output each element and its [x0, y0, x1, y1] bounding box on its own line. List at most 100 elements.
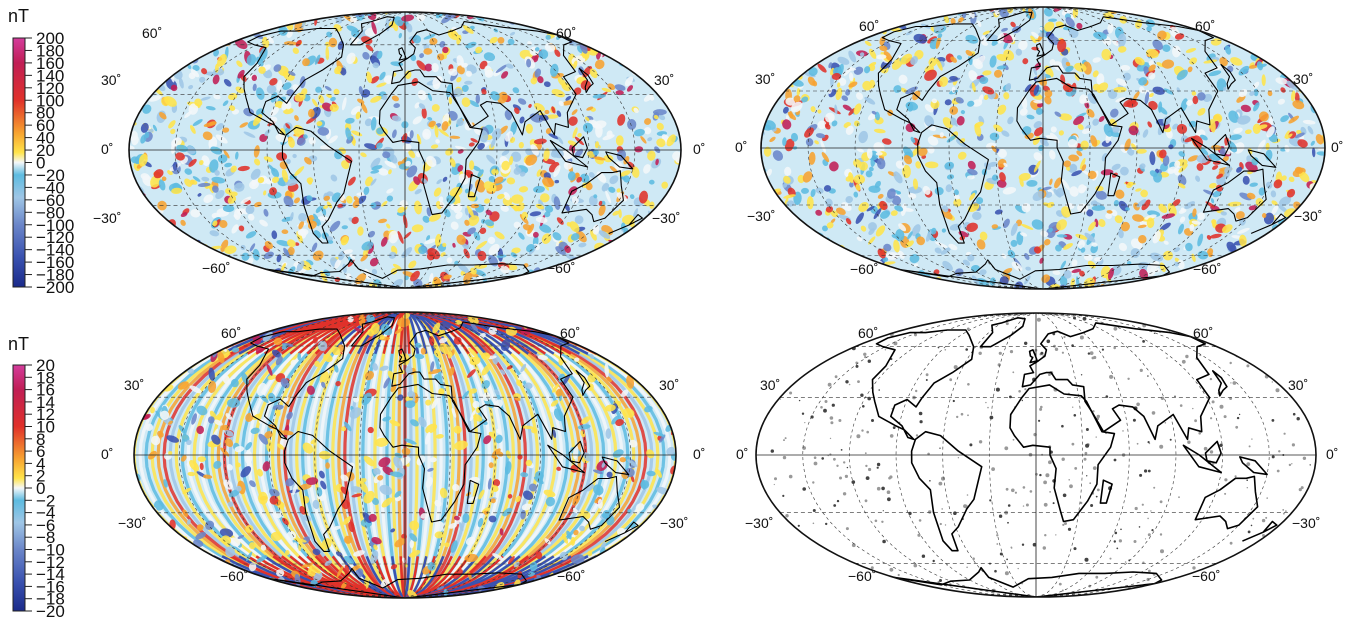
coverage-dot: [893, 580, 896, 583]
anomaly-blob: [138, 592, 147, 598]
coverage-dot: [1138, 526, 1141, 528]
anomaly-blob: [772, 250, 780, 258]
anomaly-blob: [1158, 203, 1168, 214]
anomaly-blob: [374, 437, 389, 447]
anomaly-blob: [378, 457, 391, 468]
anomaly-blob: [411, 224, 424, 233]
anomaly-blob: [784, 166, 792, 176]
anomaly-blob: [325, 462, 330, 469]
anomaly-blob: [176, 250, 186, 259]
coverage-dot: [941, 476, 945, 481]
coverage-dot: [840, 449, 843, 451]
anomaly-blob: [418, 103, 426, 110]
anomaly-blob: [228, 489, 240, 498]
anomaly-blob: [781, 246, 788, 255]
anomaly-blob: [1248, 205, 1257, 211]
anomaly-blob: [271, 230, 278, 240]
coverage-dot: [1062, 523, 1065, 527]
anomaly-blob: [294, 92, 306, 102]
anomaly-blob: [601, 183, 610, 192]
anomaly-blob: [583, 15, 589, 21]
coverage-dot: [1263, 338, 1267, 341]
anomaly-blob: [239, 122, 249, 128]
coverage-dot: [783, 439, 785, 441]
anomaly-blob: [254, 280, 260, 288]
anomaly-blob: [622, 408, 635, 418]
anomaly-blob: [436, 179, 442, 185]
anomaly-blob: [1132, 214, 1144, 222]
coverage-dot: [985, 401, 987, 404]
anomaly-blob: [552, 429, 557, 439]
anomaly-blob: [283, 107, 294, 115]
anomaly-blob: [813, 31, 820, 37]
anomaly-blob: [1098, 115, 1105, 123]
coverage-dot: [1261, 518, 1266, 523]
coverage-dot: [1079, 397, 1081, 399]
coverage-dot: [862, 405, 865, 408]
coverage-dot: [803, 325, 805, 327]
coverage-dot: [1053, 344, 1056, 348]
anomaly-blob: [389, 420, 401, 427]
anomaly-blob: [334, 258, 342, 269]
anomaly-blob: [838, 33, 845, 39]
anomaly-blob: [231, 273, 241, 283]
anomaly-blob: [1026, 114, 1035, 120]
anomaly-blob: [1294, 132, 1305, 139]
anomaly-blob: [1045, 191, 1053, 198]
anomaly-blob: [1253, 102, 1260, 112]
coverage-dot: [1194, 419, 1197, 423]
anomaly-blob: [556, 217, 564, 225]
anomaly-blob: [561, 533, 569, 544]
coverage-dot: [801, 412, 805, 415]
lat-label-n30-left: 30˚: [101, 72, 121, 88]
anomaly-blob: [199, 76, 206, 83]
anomaly-blob: [427, 92, 433, 102]
anomaly-blob: [140, 122, 149, 133]
anomaly-blob: [875, 7, 886, 16]
anomaly-blob: [447, 29, 460, 41]
anomaly-blob: [523, 281, 529, 288]
coverage-dot: [944, 349, 947, 351]
coverage-dot: [1223, 415, 1227, 419]
anomaly-blob: [1002, 186, 1017, 195]
colorbar-ticks: 200180160140120100806040200−20−40−60−80−…: [25, 29, 74, 297]
coverage-dot: [1309, 359, 1312, 363]
anomaly-blob: [1311, 246, 1321, 252]
anomaly-blob: [643, 93, 653, 102]
coverage-dot: [1046, 339, 1051, 344]
anomaly-blob: [225, 280, 234, 288]
anomaly-blob: [166, 435, 179, 443]
anomaly-blob: [624, 76, 634, 87]
anomaly-blob: [141, 347, 149, 355]
anomaly-blob: [1186, 99, 1193, 106]
anomaly-blob: [976, 239, 986, 250]
anomaly-blob: [457, 164, 464, 172]
anomaly-blob: [1078, 240, 1085, 249]
anomaly-blob: [1302, 263, 1310, 269]
anomaly-blob: [238, 225, 245, 232]
anomaly-blob: [292, 483, 297, 496]
anomaly-blob: [302, 442, 314, 454]
map-outline: [760, 6, 1326, 290]
anomaly-blob: [406, 23, 413, 33]
anomaly-blob: [435, 233, 442, 247]
anomaly-blob: [869, 48, 877, 59]
coverage-dot: [1209, 450, 1214, 454]
meridian-line: [1042, 7, 1232, 289]
anomaly-blob: [1316, 74, 1325, 80]
coastline-japan: [578, 67, 594, 94]
coverage-dot: [813, 461, 818, 466]
anomaly-blob: [501, 71, 509, 79]
anomaly-blob: [672, 93, 681, 103]
anomaly-blob: [527, 41, 533, 46]
anomaly-blob: [1245, 27, 1253, 33]
anomaly-blob: [872, 285, 877, 289]
coverage-dot: [1147, 517, 1149, 520]
anomaly-blob: [1156, 62, 1165, 68]
anomaly-blob: [166, 556, 175, 564]
anomaly-blob: [481, 352, 491, 360]
anomaly-blob: [293, 542, 298, 550]
coverage-dot: [1113, 540, 1117, 543]
anomaly-blob: [873, 128, 886, 134]
anomaly-blob: [175, 152, 185, 161]
